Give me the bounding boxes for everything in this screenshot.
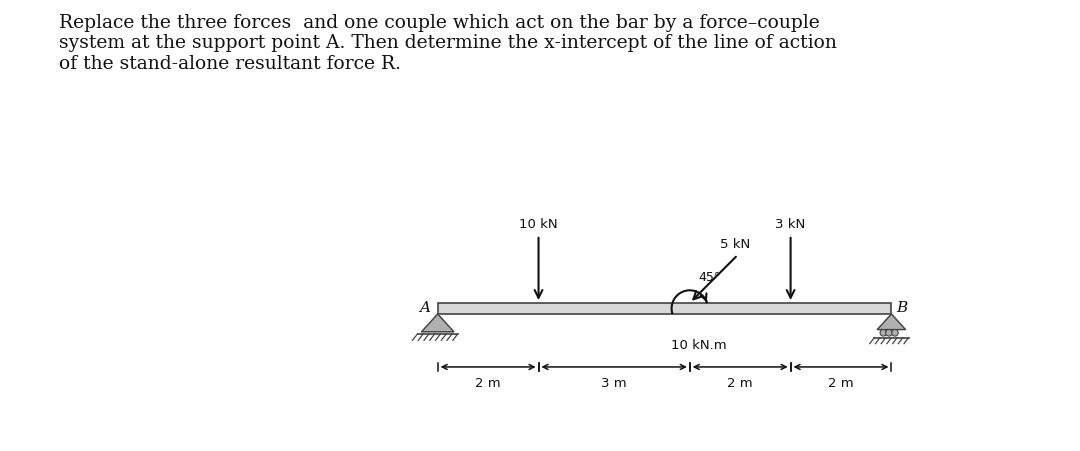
Bar <box>437 303 891 314</box>
Text: 5 kN: 5 kN <box>720 237 751 250</box>
Text: 3 m: 3 m <box>602 376 627 389</box>
Text: 10 kN: 10 kN <box>519 217 558 230</box>
Circle shape <box>892 330 899 336</box>
Circle shape <box>880 330 887 336</box>
Text: A: A <box>419 301 430 315</box>
Polygon shape <box>877 314 905 330</box>
Text: 2 m: 2 m <box>727 376 753 389</box>
Text: 2 m: 2 m <box>475 376 501 389</box>
Text: B: B <box>896 301 907 315</box>
Circle shape <box>886 330 892 336</box>
Text: 2 m: 2 m <box>828 376 854 389</box>
Polygon shape <box>421 314 454 332</box>
Text: 45°: 45° <box>699 271 721 284</box>
Text: Replace the three forces  and one couple which act on the bar by a force–couple
: Replace the three forces and one couple … <box>59 14 837 73</box>
Text: 3 kN: 3 kN <box>775 217 806 230</box>
Text: 10 kN.m: 10 kN.m <box>671 338 727 351</box>
